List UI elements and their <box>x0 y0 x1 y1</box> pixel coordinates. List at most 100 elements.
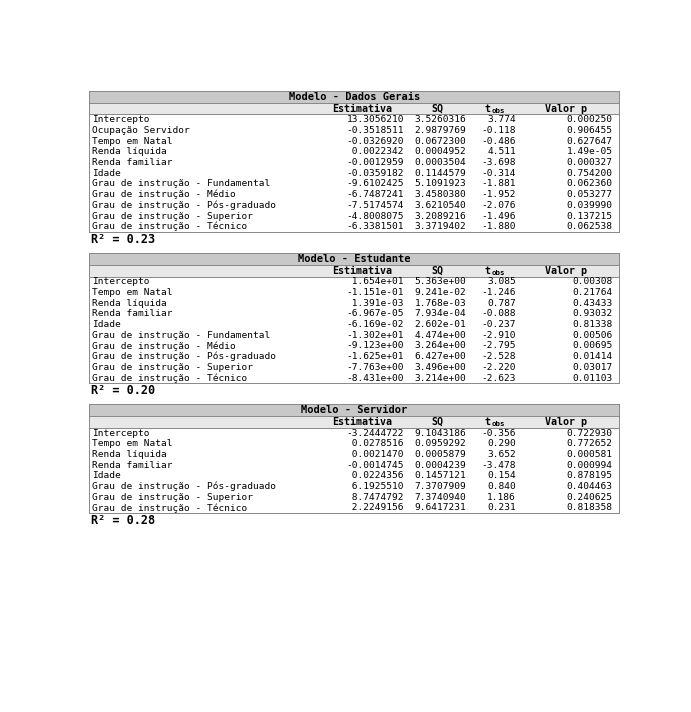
Text: 7.934e-04: 7.934e-04 <box>415 310 466 318</box>
Bar <box>89 200 619 211</box>
Text: 3.4580380: 3.4580380 <box>415 190 466 199</box>
Text: -7.5174574: -7.5174574 <box>346 201 404 210</box>
Bar <box>89 136 619 147</box>
Text: -2.220: -2.220 <box>482 363 515 372</box>
Text: 0.000250: 0.000250 <box>567 115 612 125</box>
Bar <box>89 439 619 449</box>
Text: Estimativa: Estimativa <box>332 266 392 276</box>
Text: Grau de instrução - Fundamental: Grau de instrução - Fundamental <box>93 179 270 189</box>
Text: R² = 0.28: R² = 0.28 <box>91 514 155 527</box>
Bar <box>89 115 619 125</box>
Text: -0.3518511: -0.3518511 <box>346 126 404 135</box>
Text: -0.0014745: -0.0014745 <box>346 461 404 470</box>
Text: Idade: Idade <box>93 320 121 329</box>
Text: Idade: Idade <box>93 471 121 481</box>
Bar <box>89 157 619 168</box>
Text: 7.3707909: 7.3707909 <box>415 482 466 491</box>
Text: 0.0959292: 0.0959292 <box>415 439 466 449</box>
Text: -0.118: -0.118 <box>482 126 515 135</box>
Text: 4.511: 4.511 <box>487 147 515 157</box>
Text: -1.496: -1.496 <box>482 211 515 221</box>
Text: 3.2089216: 3.2089216 <box>415 211 466 221</box>
Text: Modelo - Servidor: Modelo - Servidor <box>301 405 407 415</box>
Text: 0.137215: 0.137215 <box>567 211 612 221</box>
Text: -0.486: -0.486 <box>482 137 515 146</box>
Text: 0.627647: 0.627647 <box>567 137 612 146</box>
Text: 0.00308: 0.00308 <box>572 278 612 286</box>
Text: 0.1457121: 0.1457121 <box>415 471 466 481</box>
Text: 0.000327: 0.000327 <box>567 158 612 167</box>
Text: 0.93032: 0.93032 <box>572 310 612 318</box>
Text: Grau de instrução - Médio: Grau de instrução - Médio <box>93 341 236 351</box>
Text: Idade: Idade <box>93 169 121 178</box>
Text: obs: obs <box>492 270 505 276</box>
Text: 0.039990: 0.039990 <box>567 201 612 210</box>
Text: 6.1925510: 6.1925510 <box>346 482 404 491</box>
Text: 0.290: 0.290 <box>487 439 515 449</box>
Text: 0.878195: 0.878195 <box>567 471 612 481</box>
Text: -2.910: -2.910 <box>482 331 515 340</box>
Text: 5.363e+00: 5.363e+00 <box>415 278 466 286</box>
Text: 0.81338: 0.81338 <box>572 320 612 329</box>
Bar <box>89 221 619 232</box>
Bar <box>89 449 619 460</box>
Text: Grau de instrução - Técnico: Grau de instrução - Técnico <box>93 503 247 513</box>
Bar <box>89 492 619 503</box>
Text: -1.880: -1.880 <box>482 222 515 231</box>
Text: -0.314: -0.314 <box>482 169 515 178</box>
Text: Renda familiar: Renda familiar <box>93 461 173 470</box>
Text: 1.49e-05: 1.49e-05 <box>567 147 612 157</box>
Text: -9.6102425: -9.6102425 <box>346 179 404 189</box>
Text: -6.967e-05: -6.967e-05 <box>346 310 404 318</box>
Text: 0.0004239: 0.0004239 <box>415 461 466 470</box>
Bar <box>89 308 619 319</box>
Text: 0.722930: 0.722930 <box>567 429 612 438</box>
Text: 0.0278516: 0.0278516 <box>346 439 404 449</box>
Text: -2.076: -2.076 <box>482 201 515 210</box>
Text: 9.6417231: 9.6417231 <box>415 503 466 513</box>
Text: 9.1043186: 9.1043186 <box>415 429 466 438</box>
Text: 0.231: 0.231 <box>487 503 515 513</box>
Text: 0.0224356: 0.0224356 <box>346 471 404 481</box>
Text: t: t <box>485 417 491 427</box>
Text: 7.3740940: 7.3740940 <box>415 493 466 502</box>
Text: Grau de instrução - Pós-graduado: Grau de instrução - Pós-graduado <box>93 482 276 491</box>
Text: 8.7474792: 8.7474792 <box>346 493 404 502</box>
Text: -7.763e+00: -7.763e+00 <box>346 363 404 372</box>
Text: 0.0022342: 0.0022342 <box>346 147 404 157</box>
Text: 0.1144579: 0.1144579 <box>415 169 466 178</box>
Text: 3.6210540: 3.6210540 <box>415 201 466 210</box>
Bar <box>89 340 619 351</box>
Text: Intercepto: Intercepto <box>93 115 150 125</box>
Bar <box>89 404 619 416</box>
Text: Valor p: Valor p <box>545 266 587 276</box>
Bar <box>89 91 619 103</box>
Text: 3.3719402: 3.3719402 <box>415 222 466 231</box>
Text: Grau de instrução - Fundamental: Grau de instrução - Fundamental <box>93 331 270 340</box>
Text: Grau de instrução - Superior: Grau de instrução - Superior <box>93 363 254 372</box>
Text: Grau de instrução - Pós-graduado: Grau de instrução - Pós-graduado <box>93 201 276 210</box>
Text: 1.186: 1.186 <box>487 493 515 502</box>
Text: -3.698: -3.698 <box>482 158 515 167</box>
Text: 1.391e-03: 1.391e-03 <box>346 299 404 308</box>
Bar <box>89 362 619 372</box>
Text: 3.5260316: 3.5260316 <box>415 115 466 125</box>
Bar <box>89 298 619 308</box>
Text: Grau de instrução - Técnico: Grau de instrução - Técnico <box>93 222 247 231</box>
Text: Grau de instrução - Superior: Grau de instrução - Superior <box>93 211 254 221</box>
Text: Tempo em Natal: Tempo em Natal <box>93 439 173 449</box>
Text: Tempo em Natal: Tempo em Natal <box>93 137 173 146</box>
Text: Intercepto: Intercepto <box>93 429 150 438</box>
Text: Tempo em Natal: Tempo em Natal <box>93 288 173 297</box>
Bar <box>89 103 619 115</box>
Text: -2.623: -2.623 <box>482 374 515 382</box>
Bar <box>89 416 619 428</box>
Text: 1.654e+01: 1.654e+01 <box>346 278 404 286</box>
Text: -1.246: -1.246 <box>482 288 515 297</box>
Text: obs: obs <box>492 421 505 427</box>
Text: Modelo - Dados Gerais: Modelo - Dados Gerais <box>289 92 419 102</box>
Text: 0.00506: 0.00506 <box>572 331 612 340</box>
Text: -1.151e-01: -1.151e-01 <box>346 288 404 297</box>
Text: 0.818358: 0.818358 <box>567 503 612 513</box>
Text: -1.302e+01: -1.302e+01 <box>346 331 404 340</box>
